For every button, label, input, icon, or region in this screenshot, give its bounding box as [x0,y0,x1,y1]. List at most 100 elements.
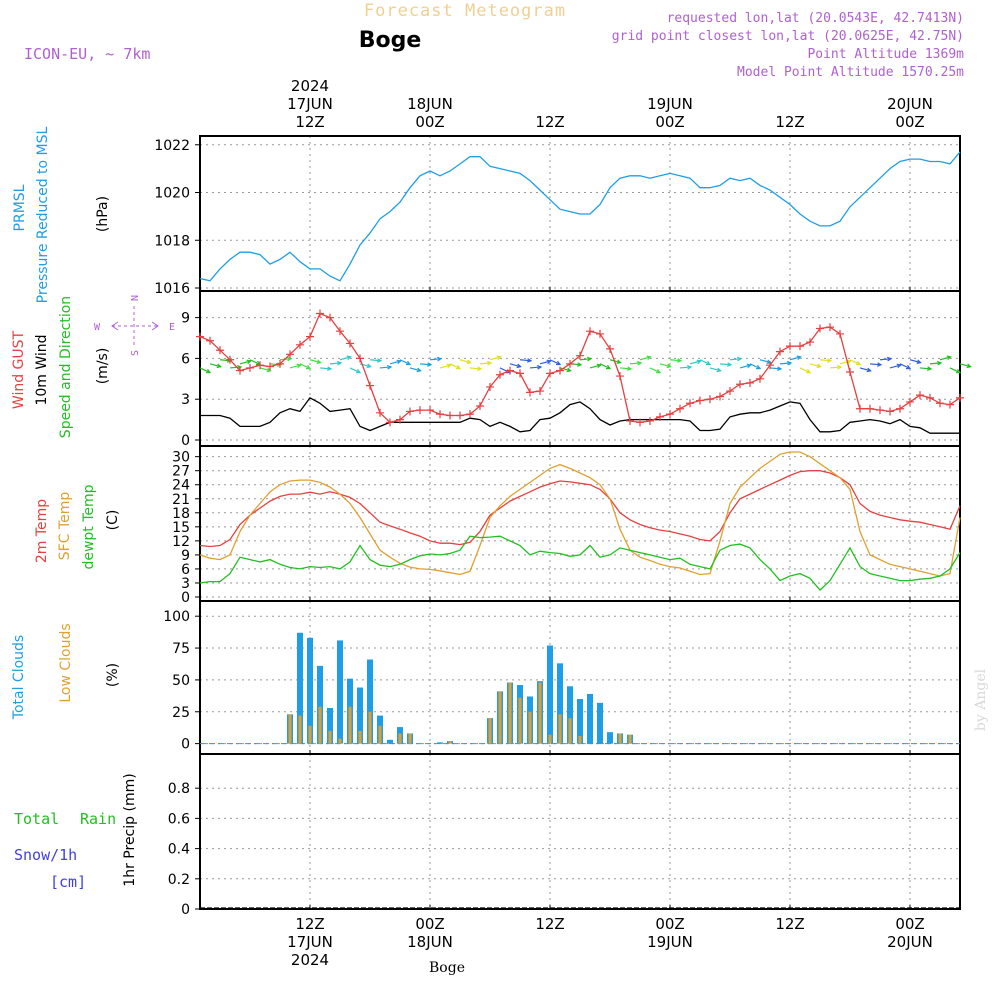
gust-marker [456,411,464,420]
wind-dir-arrow [869,363,882,366]
total-cloud-bar [587,693,593,744]
low-cloud-bar [558,714,562,744]
wind-dir-arrowhead [726,362,733,367]
total-cloud-bar [297,632,303,744]
ytick-label-wind-1: 3 [181,392,190,408]
wind-dir-arrow [729,358,742,361]
wind-dir-arrow [399,359,411,365]
wind-dir-arrowhead [305,364,312,370]
pressure-panel: 1016 1018 1020 1022 [154,135,961,297]
wind-dir-arrowhead [396,359,402,365]
wind-labels: Wind GUST 10m Wind Speed and Direction (… [11,295,175,438]
cloud-unit: (%) [105,663,121,687]
wind-dir-arrow [479,362,492,365]
wind-dir-arrowhead [736,356,743,362]
pressure-label-2: Pressure Reduced to MSL [35,126,51,303]
10m-wind-line [200,396,960,434]
total-cloud-bar [387,739,393,744]
ytick-label-clouds-4: 100 [163,609,190,625]
wind-dir-arrow [799,367,811,374]
bottom-time-label-0-0: 12Z [295,915,324,933]
wind-dir-arrow [639,356,651,361]
wind-dir-arrowhead [855,360,862,366]
bottom-time-label-1-0: 00Z [415,915,444,933]
wind-dir-arrowhead [796,355,802,361]
wind-dir-arrowhead [355,369,362,374]
wind-dir-arrowhead [376,358,383,363]
temp-labels: 2m Temp SFC Temp dewpt Temp (C) [34,484,121,569]
gust-marker [206,336,214,345]
prmsl-line [199,151,961,282]
low-cloud-bar [398,733,402,744]
gust-marker [756,374,764,383]
low-cloud-bar [578,735,582,744]
wind-dir-arrow [739,364,751,369]
low-cloud-bar [628,734,632,744]
ytick-label-pressure-3: 1022 [154,138,190,154]
total-cloud-bar [437,742,443,744]
wind-dir-arrowhead [916,359,922,364]
wind-dir-arrow [619,367,632,370]
wind-dir-arrow [229,366,242,369]
precip-labels: Total Rain Snow/1h [cm] 1hr Precip (mm) [14,773,138,891]
wind-dir-arrow [349,367,361,374]
ytick-label-clouds-0: 0 [181,737,190,753]
top-time-label-3-1: 00Z [655,113,684,131]
wind-dir-arrow [649,367,661,374]
gust-marker [356,354,364,363]
wind-dir-arrow [579,358,592,361]
wind-dir-arrow [699,359,711,365]
wind-dir-arrowhead [486,360,493,366]
low-cloud-bar [368,711,372,744]
wind-dir-arrowhead [776,366,783,371]
low-cloud-bar [548,734,552,744]
clouds-panel: 0 25 50 75 100 [163,600,961,755]
ytick-label-clouds-2: 50 [172,673,190,689]
wind-dir-arrow [809,363,821,368]
ytick-label-temp-3: 9 [181,548,190,564]
low-cloud-bar [488,718,492,744]
compass-s: S [130,350,141,356]
wind-dir-arrow [769,367,782,370]
gust-marker [676,404,684,413]
wind-dir-arrow [409,367,421,372]
ytick-label-temp-10: 30 [172,450,190,466]
wind-dir-arrowhead [836,364,843,370]
gust-marker [916,391,924,400]
total-cloud-bar [367,659,373,744]
gust-marker [876,406,884,415]
wind-dir-arrow [259,367,271,372]
wind-dir-arrowhead [586,356,593,362]
total-cloud-bar [597,702,603,744]
gust-marker [266,362,274,371]
ytick-label-wind-2: 6 [181,351,190,367]
ytick-label-temp-7: 21 [172,492,190,508]
ytick-label-temp-5: 15 [172,520,190,536]
wind-dir-arrowhead [746,363,752,369]
wind-dir-arrowhead [216,363,222,369]
wind-dir-arrowhead [936,360,943,366]
low-cloud-bar [508,682,512,744]
total-cloud-bar [307,637,313,744]
bottom-time-label-0-2: 2024 [291,951,329,969]
model-label: ICON-EU, ~ 7km [24,45,150,63]
wind-dir-arrowhead [616,359,622,364]
wind-dir-arrowhead [626,366,633,371]
gust-marker [936,399,944,408]
wind-dir-arrow [889,364,901,369]
gust-marker [836,329,844,338]
gust-marker [896,404,904,413]
ytick-label-precip-0: 0 [181,902,190,918]
wind-dir-arrowhead [576,362,583,367]
low-cloud-bar [338,738,342,744]
total-cloud-bar [337,640,343,744]
total-cloud-bar [577,699,583,744]
bottom-time-label-3-1: 19JUN [647,933,693,951]
wind-dir-arrow [339,356,351,361]
gust-marker [866,404,874,413]
wind-dir-arrow [859,367,871,372]
gust-marker [606,344,614,353]
gust-marker [856,404,864,413]
